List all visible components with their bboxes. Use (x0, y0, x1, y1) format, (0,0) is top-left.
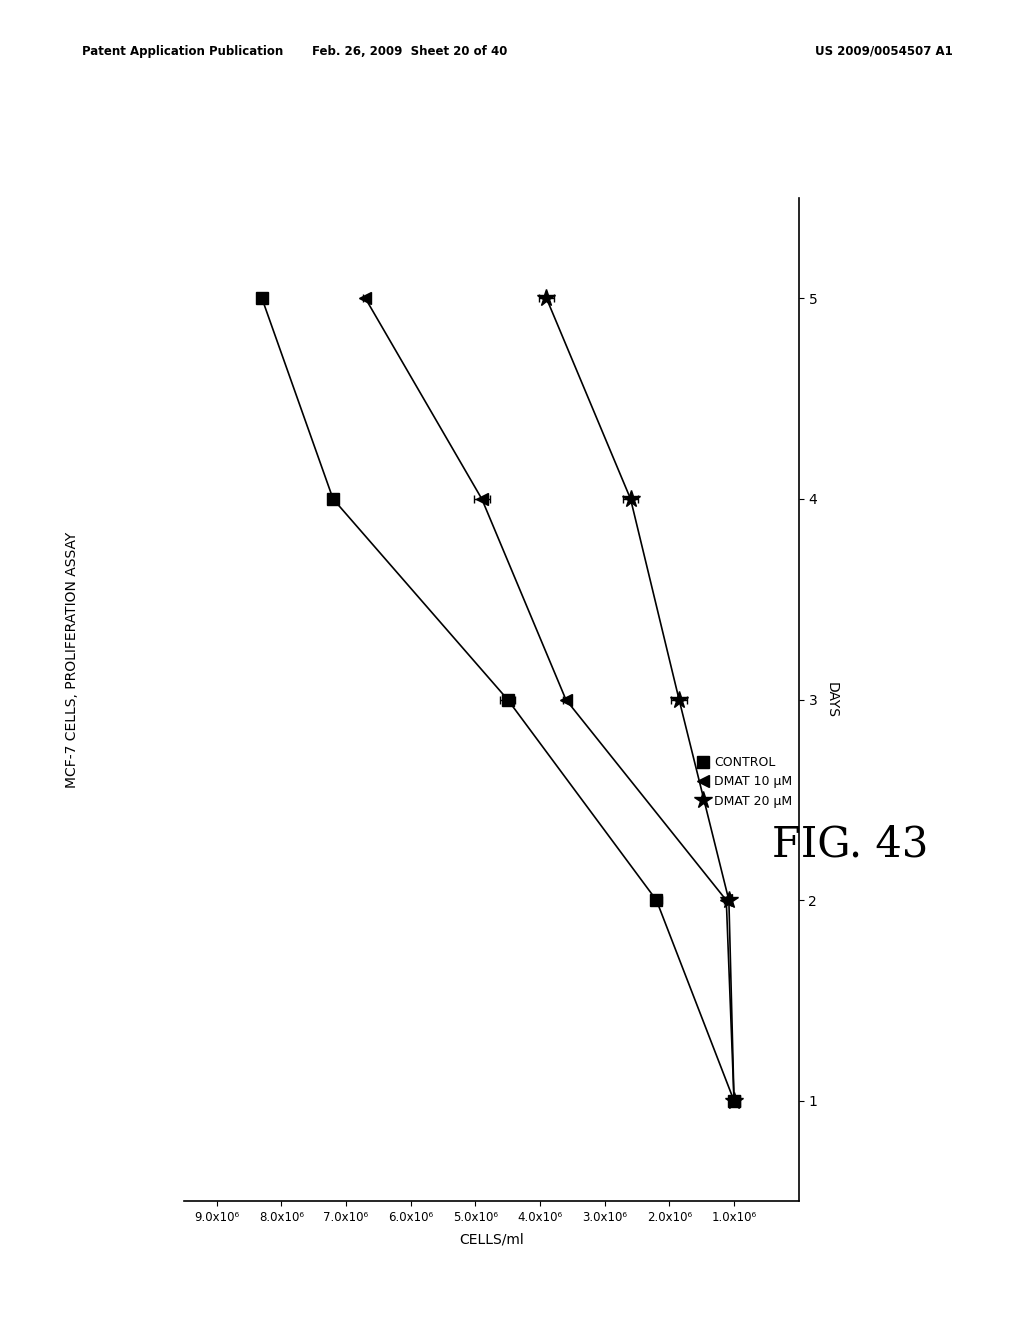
Text: Feb. 26, 2009  Sheet 20 of 40: Feb. 26, 2009 Sheet 20 of 40 (312, 45, 507, 58)
Text: MCF-7 CELLS, PROLIFERATION ASSAY: MCF-7 CELLS, PROLIFERATION ASSAY (65, 532, 79, 788)
Text: Patent Application Publication: Patent Application Publication (82, 45, 284, 58)
Y-axis label: DAYS: DAYS (824, 681, 839, 718)
Text: FIG. 43: FIG. 43 (772, 824, 928, 866)
X-axis label: CELLS/ml: CELLS/ml (459, 1233, 524, 1246)
Text: US 2009/0054507 A1: US 2009/0054507 A1 (814, 45, 952, 58)
Legend: CONTROL, DMAT 10 μM, DMAT 20 μM: CONTROL, DMAT 10 μM, DMAT 20 μM (698, 756, 793, 808)
